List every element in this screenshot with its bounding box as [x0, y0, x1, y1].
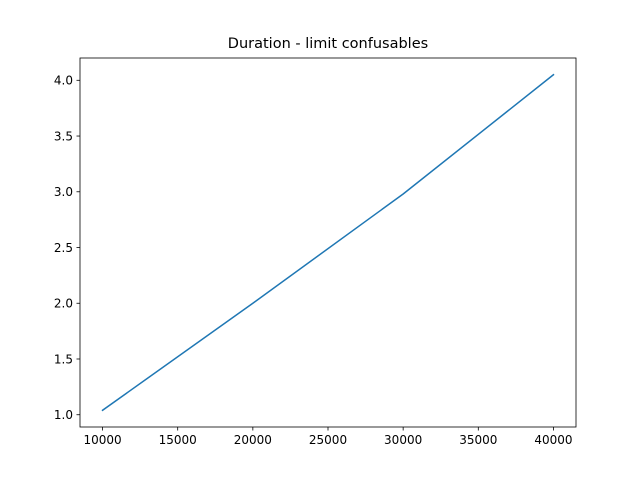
- axes-frame: [79, 57, 577, 428]
- x-tick-label: 30000: [384, 433, 422, 447]
- x-tick-label: 20000: [234, 433, 272, 447]
- x-tick-label: 40000: [534, 433, 572, 447]
- x-tick-label: 15000: [159, 433, 197, 447]
- x-tick-label: 25000: [309, 433, 347, 447]
- y-tick-label: 2.0: [54, 297, 73, 311]
- x-tick-label: 35000: [459, 433, 497, 447]
- chart-title: Duration - limit confusables: [228, 36, 428, 52]
- y-tick-label: 1.5: [54, 352, 73, 366]
- y-tick-label: 3.5: [54, 129, 73, 143]
- plot-area: 10000 15000 20000 25000 30000 35000 40000 1.0 1.…: [54, 57, 577, 447]
- series-line-0: [101, 73, 555, 412]
- y-tick-label: 1.0: [54, 408, 73, 422]
- x-tick-label: 10000: [83, 433, 121, 447]
- y-tick-label: 4.0: [54, 74, 73, 88]
- y-tick-label: 2.5: [54, 241, 73, 255]
- y-tick-label: 3.0: [54, 185, 73, 199]
